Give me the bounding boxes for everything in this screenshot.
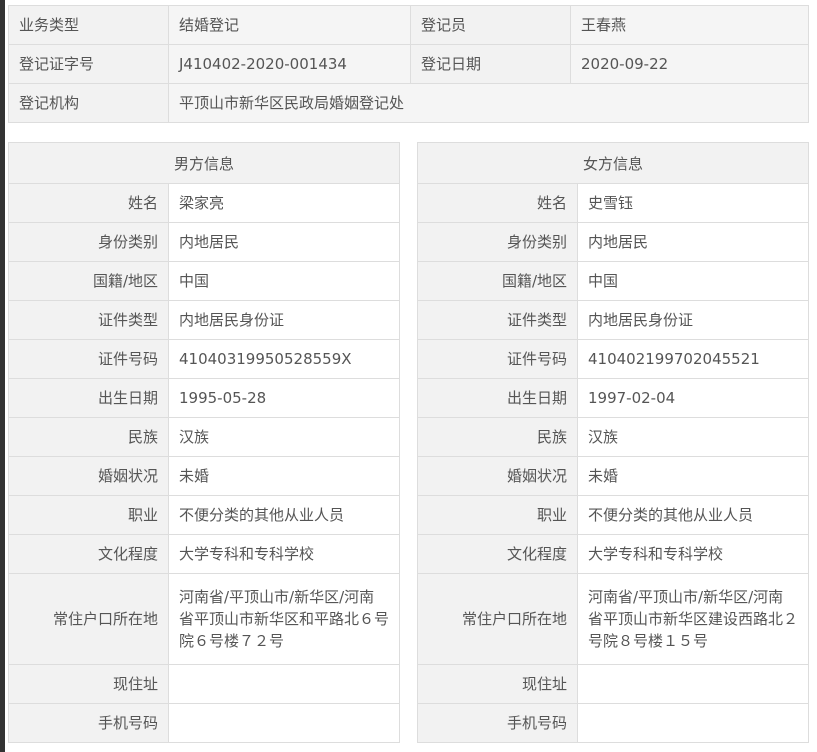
male-field-label: 常住户口所在地 xyxy=(8,573,169,665)
male-field-label: 婚姻状况 xyxy=(8,456,169,496)
office-label: 登记机构 xyxy=(8,83,169,123)
table-row: 姓名 史雪钰 xyxy=(417,183,809,223)
female-section-title: 女方信息 xyxy=(417,142,809,184)
female-field-label: 现住址 xyxy=(417,664,578,704)
table-row: 出生日期 1997-02-04 xyxy=(417,378,809,418)
male-field-label: 现住址 xyxy=(8,664,169,704)
table-row: 国籍/地区 中国 xyxy=(417,261,809,301)
male-field-value: 内地居民身份证 xyxy=(168,300,400,340)
female-field-label: 证件号码 xyxy=(417,339,578,379)
male-field-value xyxy=(168,703,400,743)
male-field-value: 41040319950528559X xyxy=(168,339,400,379)
date-label: 登记日期 xyxy=(410,44,571,84)
male-field-label: 身份类别 xyxy=(8,222,169,262)
male-field-value: 不便分类的其他从业人员 xyxy=(168,495,400,535)
male-field-label: 民族 xyxy=(8,417,169,457)
female-field-value xyxy=(577,664,809,704)
female-field-label: 姓名 xyxy=(417,183,578,223)
male-field-value: 1995-05-28 xyxy=(168,378,400,418)
female-field-label: 国籍/地区 xyxy=(417,261,578,301)
table-row: 国籍/地区 中国 xyxy=(8,261,400,301)
table-row: 证件类型 内地居民身份证 xyxy=(417,300,809,340)
table-row: 登记机构 平顶山市新华区民政局婚姻登记处 xyxy=(8,83,809,123)
male-info-table: 男方信息 姓名 梁家亮 身份类别 内地居民 国籍/地区 中国 证件类型 内地居民身份证 证件号码 4… xyxy=(8,142,400,743)
male-field-value: 内地居民 xyxy=(168,222,400,262)
male-field-label: 文化程度 xyxy=(8,534,169,574)
table-row: 民族 汉族 xyxy=(417,417,809,457)
female-field-value: 大学专科和专科学校 xyxy=(577,534,809,574)
female-field-value: 410402199702045521 xyxy=(577,339,809,379)
cert-no-label: 登记证字号 xyxy=(8,44,169,84)
table-row: 女方信息 xyxy=(417,142,809,184)
date-value: 2020-09-22 xyxy=(570,44,809,84)
female-field-value: 史雪钰 xyxy=(577,183,809,223)
table-row: 文化程度 大学专科和专科学校 xyxy=(417,534,809,574)
female-field-value: 不便分类的其他从业人员 xyxy=(577,495,809,535)
table-row: 现住址 xyxy=(417,664,809,704)
male-field-label: 出生日期 xyxy=(8,378,169,418)
table-row: 出生日期 1995-05-28 xyxy=(8,378,400,418)
registrar-label: 登记员 xyxy=(410,5,571,45)
female-field-value: 未婚 xyxy=(577,456,809,496)
male-field-value: 梁家亮 xyxy=(168,183,400,223)
table-row: 业务类型 结婚登记 登记员 王春燕 xyxy=(8,5,809,45)
male-field-label: 证件类型 xyxy=(8,300,169,340)
business-type-value: 结婚登记 xyxy=(168,5,411,45)
table-row: 婚姻状况 未婚 xyxy=(8,456,400,496)
registrar-value: 王春燕 xyxy=(570,5,809,45)
table-row: 手机号码 xyxy=(8,703,400,743)
female-field-label: 手机号码 xyxy=(417,703,578,743)
table-row: 证件号码 41040319950528559X xyxy=(8,339,400,379)
female-field-value: 河南省/平顶山市/新华区/河南省平顶山市新华区建设西路北２号院８号楼１５号 xyxy=(577,573,809,665)
table-row: 民族 汉族 xyxy=(8,417,400,457)
table-row: 职业 不便分类的其他从业人员 xyxy=(8,495,400,535)
male-section-title: 男方信息 xyxy=(8,142,400,184)
male-field-value: 中国 xyxy=(168,261,400,301)
table-row: 姓名 梁家亮 xyxy=(8,183,400,223)
female-info-table: 女方信息 姓名 史雪钰 身份类别 内地居民 国籍/地区 中国 证件类型 内地居民身份证 证件号码 4… xyxy=(417,142,809,743)
table-row: 现住址 xyxy=(8,664,400,704)
male-field-label: 证件号码 xyxy=(8,339,169,379)
table-row: 身份类别 内地居民 xyxy=(8,222,400,262)
female-field-value: 1997-02-04 xyxy=(577,378,809,418)
table-row: 身份类别 内地居民 xyxy=(417,222,809,262)
table-row: 证件类型 内地居民身份证 xyxy=(8,300,400,340)
table-row: 登记证字号 J410402-2020-001434 登记日期 2020-09-2… xyxy=(8,44,809,84)
male-field-label: 手机号码 xyxy=(8,703,169,743)
male-field-value: 未婚 xyxy=(168,456,400,496)
table-row: 文化程度 大学专科和专科学校 xyxy=(8,534,400,574)
female-field-value: 内地居民身份证 xyxy=(577,300,809,340)
female-field-label: 职业 xyxy=(417,495,578,535)
table-row: 职业 不便分类的其他从业人员 xyxy=(417,495,809,535)
female-field-label: 出生日期 xyxy=(417,378,578,418)
male-field-label: 职业 xyxy=(8,495,169,535)
window-edge xyxy=(0,0,5,752)
female-field-label: 婚姻状况 xyxy=(417,456,578,496)
table-row: 婚姻状况 未婚 xyxy=(417,456,809,496)
table-row: 男方信息 xyxy=(8,142,400,184)
female-field-label: 证件类型 xyxy=(417,300,578,340)
male-field-value: 大学专科和专科学校 xyxy=(168,534,400,574)
business-type-label: 业务类型 xyxy=(8,5,169,45)
office-value: 平顶山市新华区民政局婚姻登记处 xyxy=(168,83,809,123)
male-field-label: 姓名 xyxy=(8,183,169,223)
registration-summary-table: 业务类型 结婚登记 登记员 王春燕 登记证字号 J410402-2020-001… xyxy=(8,5,809,123)
female-field-label: 身份类别 xyxy=(417,222,578,262)
female-field-value xyxy=(577,703,809,743)
male-field-value: 河南省/平顶山市/新华区/河南省平顶山市新华区和平路北６号院６号楼７２号 xyxy=(168,573,400,665)
male-field-value xyxy=(168,664,400,704)
cert-no-value: J410402-2020-001434 xyxy=(168,44,411,84)
table-row: 常住户口所在地 河南省/平顶山市/新华区/河南省平顶山市新华区和平路北６号院６号楼… xyxy=(8,573,400,665)
male-field-label: 国籍/地区 xyxy=(8,261,169,301)
female-field-value: 中国 xyxy=(577,261,809,301)
female-field-label: 民族 xyxy=(417,417,578,457)
female-field-value: 汉族 xyxy=(577,417,809,457)
male-field-value: 汉族 xyxy=(168,417,400,457)
female-field-value: 内地居民 xyxy=(577,222,809,262)
table-row: 手机号码 xyxy=(417,703,809,743)
table-row: 常住户口所在地 河南省/平顶山市/新华区/河南省平顶山市新华区建设西路北２号院８号… xyxy=(417,573,809,665)
female-field-label: 文化程度 xyxy=(417,534,578,574)
table-row: 证件号码 410402199702045521 xyxy=(417,339,809,379)
female-field-label: 常住户口所在地 xyxy=(417,573,578,665)
